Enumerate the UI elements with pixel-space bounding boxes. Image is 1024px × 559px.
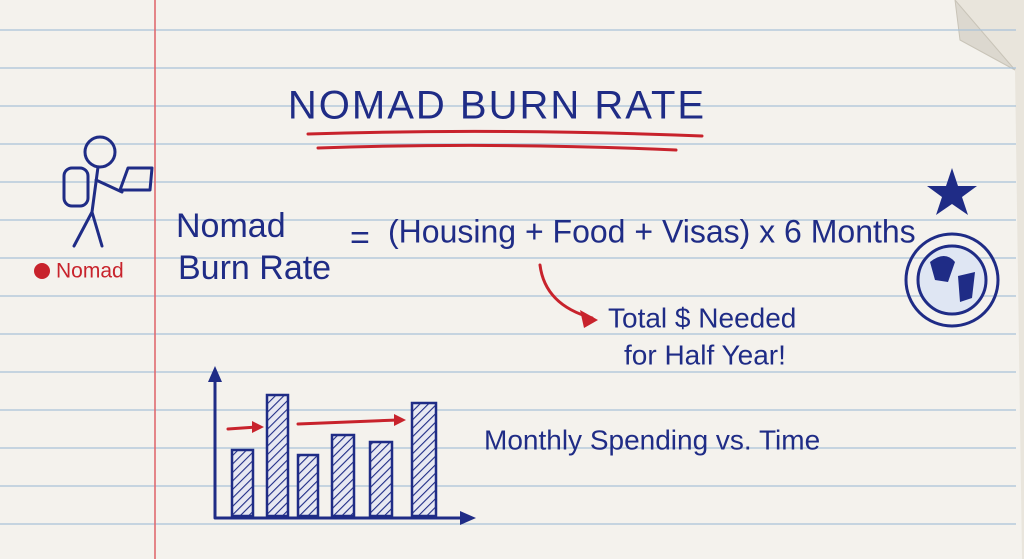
- red-dot: [34, 263, 50, 279]
- arrowhead: [580, 310, 598, 328]
- note: Total $ Needed: [608, 302, 796, 333]
- title-underline: [306, 129, 704, 138]
- note: for Half Year!: [624, 339, 786, 370]
- star-icon: [927, 168, 977, 215]
- formula-lhs: Burn Rate: [178, 249, 331, 287]
- chart-caption: Monthly Spending vs. Time: [484, 424, 820, 455]
- title-underline: [316, 143, 678, 152]
- folded-corner: [954, 0, 1016, 71]
- ruled-lines: [0, 29, 1016, 525]
- stick-figure: [62, 135, 154, 248]
- title: NOMAD BURN RATE: [288, 84, 706, 128]
- globe-icon: [904, 232, 1000, 328]
- formula-rhs: (Housing + Food + Visas) x 6 Months: [388, 213, 916, 249]
- equals-sign: =: [350, 219, 370, 257]
- sketch-chart: [208, 366, 476, 525]
- figure-label: Nomad: [56, 260, 124, 283]
- formula-lhs: Nomad: [176, 207, 286, 245]
